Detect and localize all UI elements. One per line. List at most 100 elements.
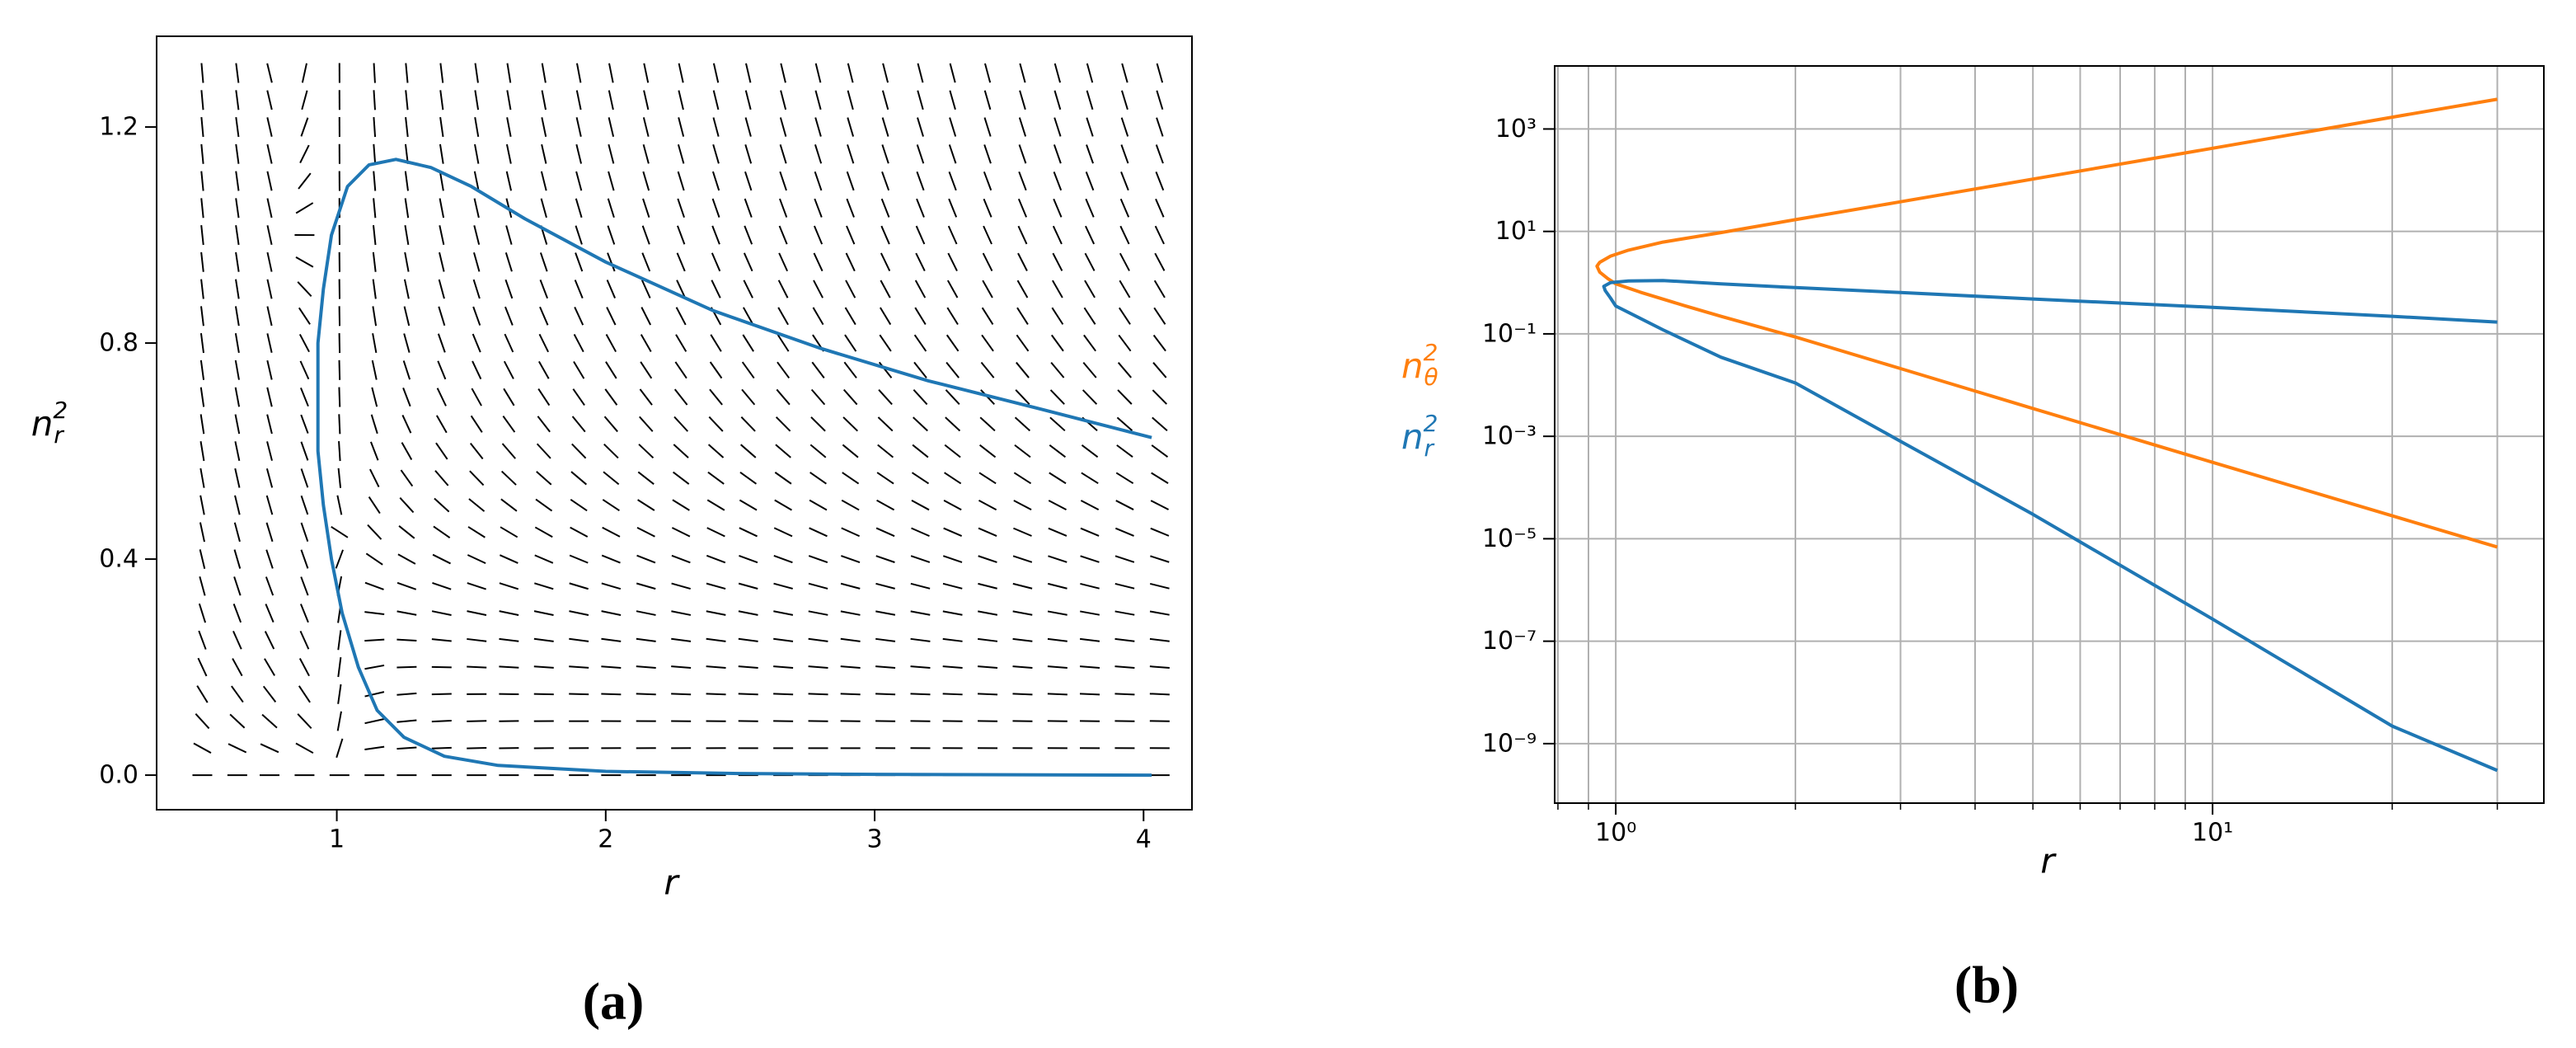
field-dash: [982, 252, 993, 271]
field-dash: [913, 334, 927, 352]
field-dash: [369, 468, 380, 488]
field-dash: [1018, 171, 1027, 191]
field-dash: [845, 280, 856, 298]
field-dash: [372, 306, 378, 327]
field-dash: [474, 63, 479, 83]
field-dash: [1047, 637, 1067, 642]
field-dash: [773, 693, 794, 696]
field-dash: [467, 582, 486, 590]
field-dash: [575, 198, 583, 219]
field-dash: [946, 280, 959, 298]
field-dash: [537, 360, 550, 379]
field-dash: [810, 416, 826, 432]
field-dash: [608, 63, 614, 83]
x-tick-label: 2: [598, 825, 613, 854]
field-dash: [472, 360, 482, 380]
field-dash: [235, 251, 240, 272]
field-dash: [844, 307, 856, 326]
field-dash: [234, 360, 240, 380]
field-dash: [439, 143, 444, 164]
field-dash: [399, 497, 415, 514]
field-dash: [1016, 361, 1030, 378]
field-dash: [814, 63, 822, 83]
field-dash: [540, 198, 547, 219]
field-dash: [373, 63, 376, 83]
field-dash: [1155, 144, 1164, 164]
field-dash: [398, 525, 415, 539]
field-dash: [1053, 117, 1062, 137]
field-dash: [295, 256, 314, 268]
field-dash: [676, 252, 686, 272]
field-dash: [1012, 610, 1033, 616]
field-dash: [671, 582, 691, 590]
field-dash: [842, 388, 858, 406]
field-dash: [541, 143, 547, 164]
field-dash: [777, 307, 789, 326]
field-dash: [468, 498, 486, 512]
superscript: 2: [53, 397, 68, 424]
field-dash: [712, 117, 720, 137]
field-dash: [643, 90, 650, 110]
field-dash: [266, 279, 273, 299]
field-dash: [709, 388, 723, 406]
field-dash: [235, 171, 240, 191]
field-dash: [673, 416, 689, 432]
field-dash: [435, 442, 448, 460]
field-dash: [1079, 637, 1100, 642]
field-dash: [533, 693, 554, 696]
field-dash: [978, 527, 997, 537]
field-dash: [574, 280, 584, 299]
field-dash: [1114, 693, 1135, 696]
field-dash: [914, 307, 927, 326]
field-dash: [472, 279, 481, 299]
symbol: n: [31, 403, 54, 444]
field-dash: [402, 387, 411, 407]
field-dash: [602, 499, 620, 512]
field-dash: [773, 665, 794, 669]
field-dash: [738, 610, 758, 616]
field-dash: [1017, 198, 1028, 218]
field-dash: [1085, 171, 1095, 191]
field-dash: [877, 416, 894, 432]
field-dash: [744, 225, 753, 245]
field-dash: [502, 415, 516, 433]
field-dash: [199, 468, 205, 488]
field-dash: [674, 361, 687, 379]
y-tick-label: 10⁻³: [1482, 422, 1537, 451]
x-tick-label: 3: [866, 825, 882, 854]
field-dash: [603, 416, 618, 433]
field-dash: [877, 444, 894, 458]
field-dash: [743, 252, 753, 272]
field-dash: [1153, 307, 1166, 325]
field-dash: [262, 685, 277, 703]
field-dash: [473, 251, 481, 272]
field-dash: [779, 117, 787, 137]
symbol: n: [1401, 345, 1424, 386]
field-dash: [266, 90, 273, 110]
field-dash: [677, 198, 685, 218]
field-dash: [1083, 334, 1096, 352]
field-dash: [773, 555, 793, 564]
field-dash: [773, 582, 793, 590]
field-dash: [373, 198, 377, 219]
field-dash: [677, 143, 685, 164]
field-dash: [846, 225, 856, 245]
field-dash: [298, 307, 311, 325]
field-dash: [1149, 610, 1170, 616]
field-dash: [738, 693, 758, 696]
field-dash: [371, 360, 378, 380]
field-dash: [1156, 63, 1164, 83]
field-dash: [773, 637, 794, 642]
field-dash: [1084, 280, 1096, 298]
field-dash: [200, 90, 204, 110]
field-dash: [1053, 144, 1062, 164]
field-dash: [232, 630, 242, 650]
field-dash: [1079, 665, 1100, 669]
field-dash: [944, 472, 962, 485]
field-dash: [948, 144, 957, 164]
field-dash: [636, 527, 655, 538]
field-dash: [847, 117, 855, 137]
field-dash: [1114, 555, 1135, 563]
field-dash: [603, 443, 619, 459]
field-dash: [505, 171, 513, 191]
